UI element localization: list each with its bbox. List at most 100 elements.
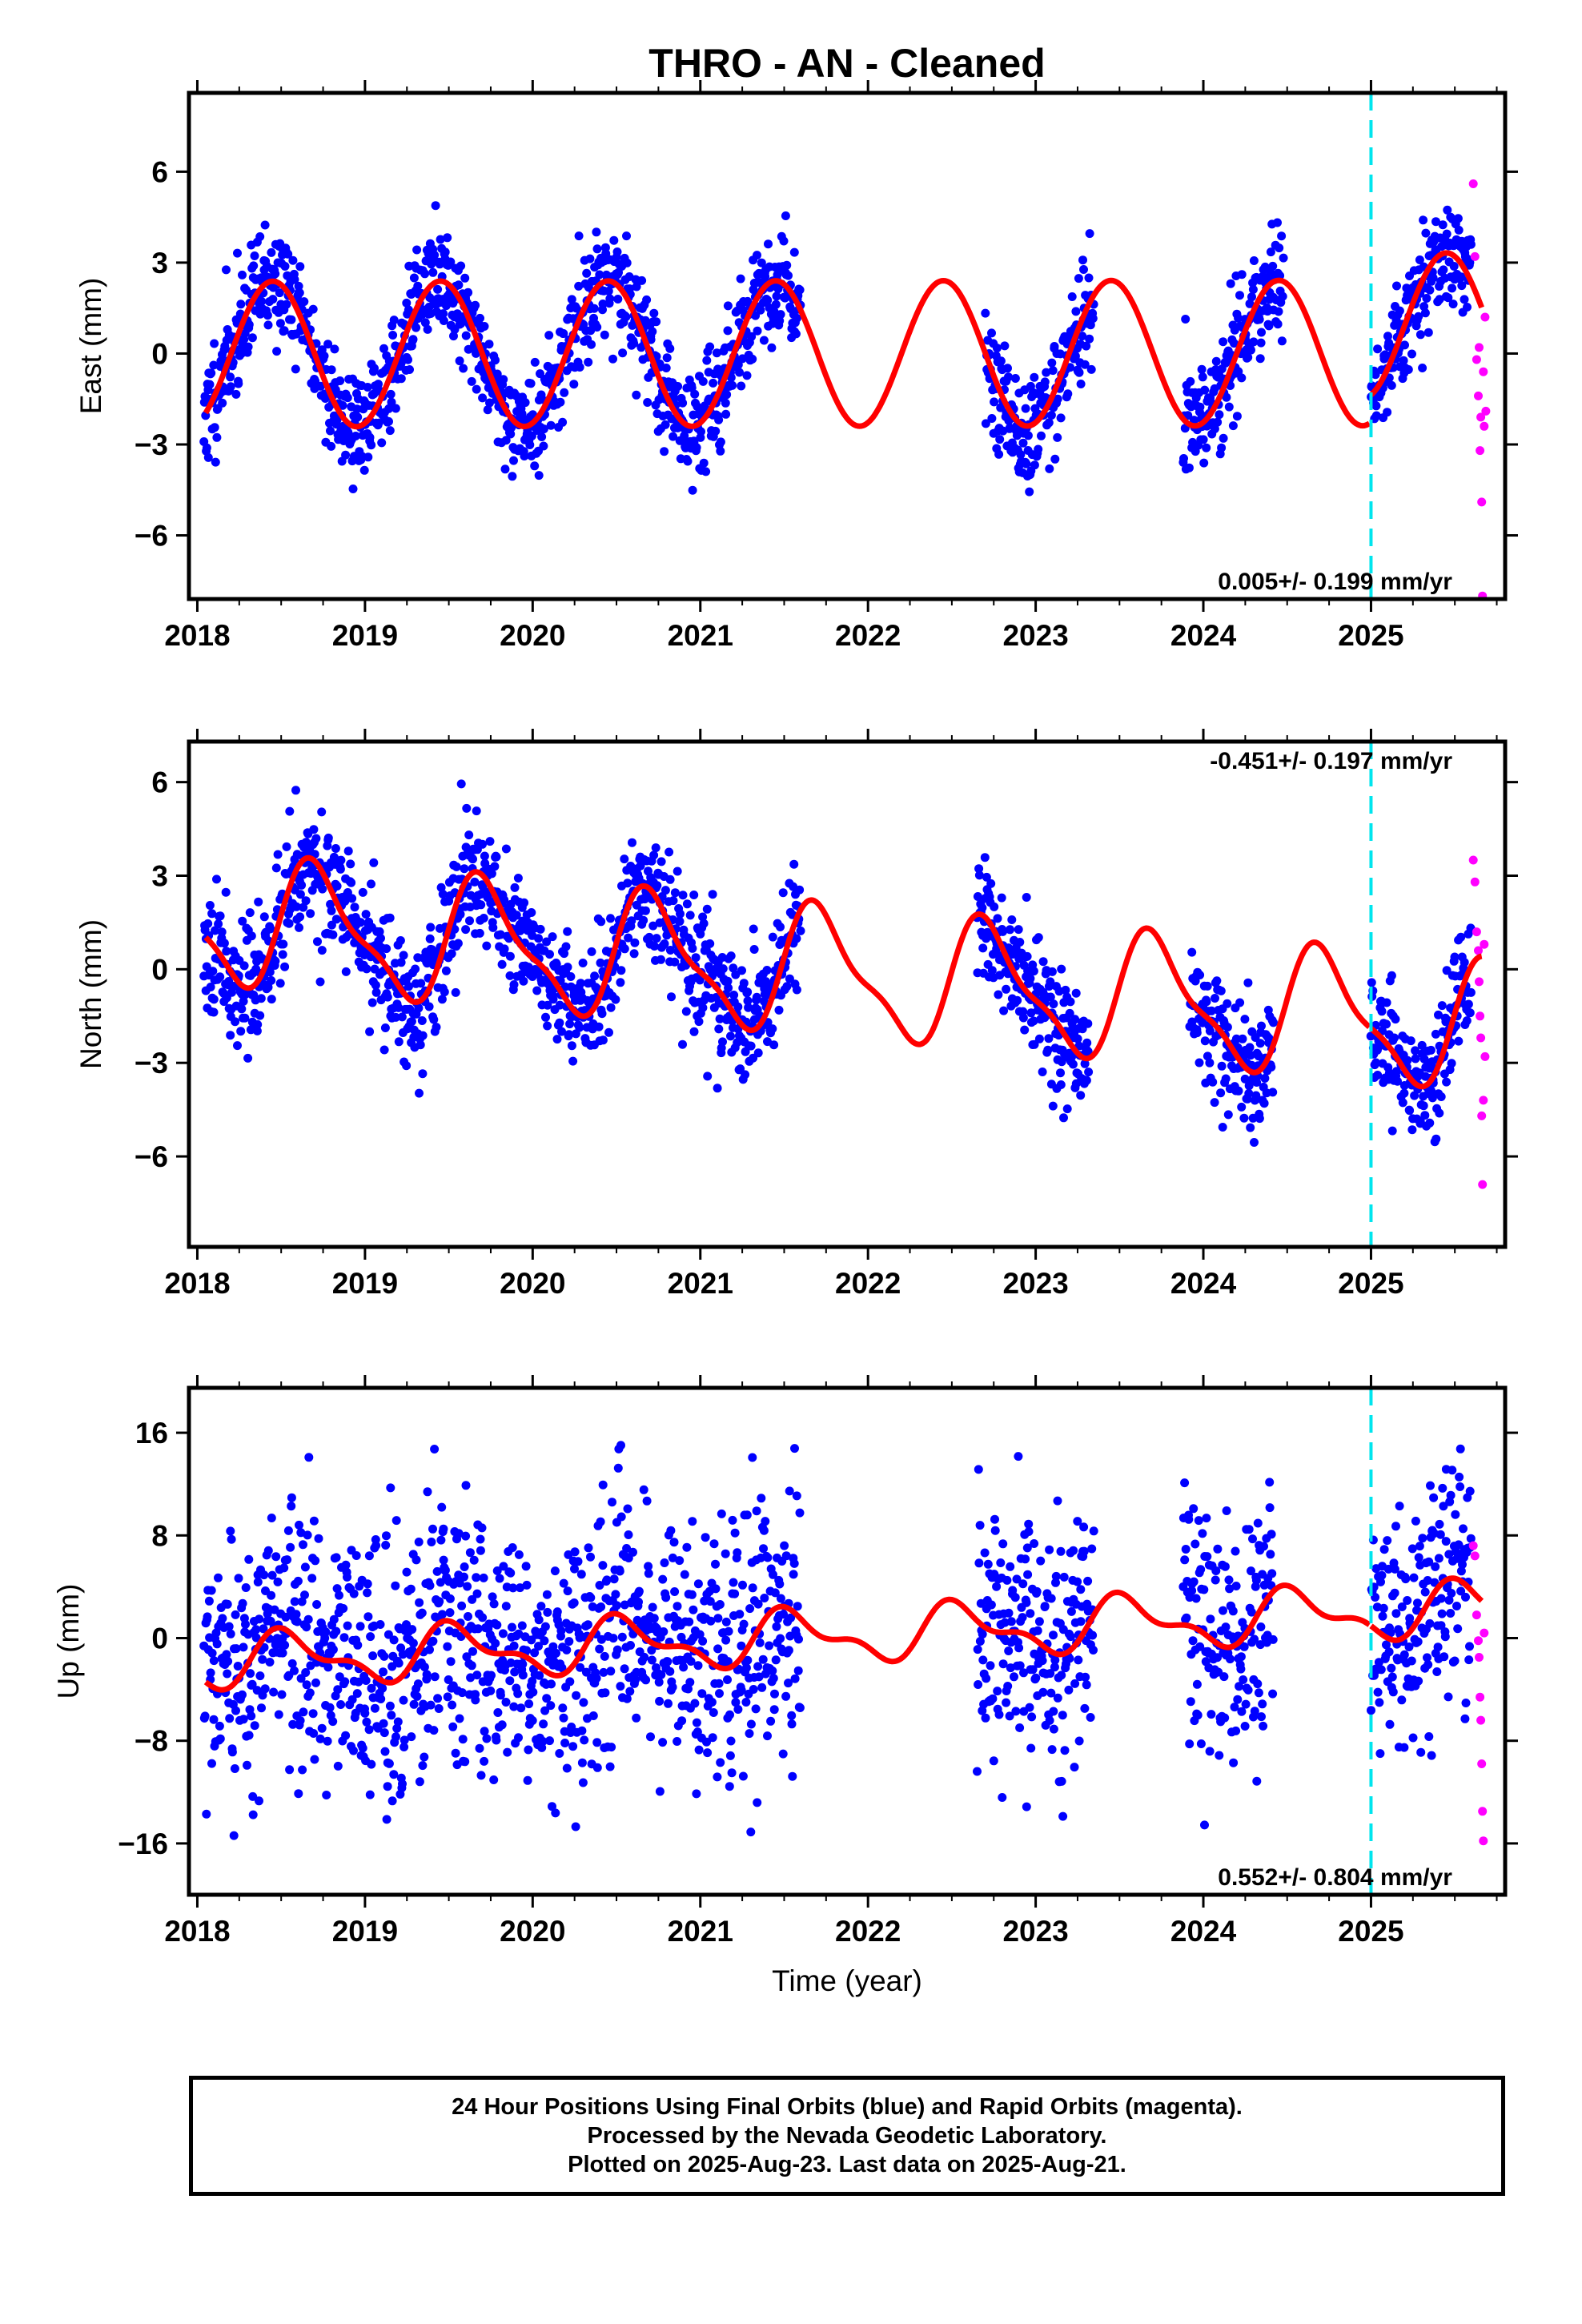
final-orbit-point <box>355 1622 365 1631</box>
final-orbit-point <box>472 806 481 816</box>
final-orbit-point <box>592 227 601 237</box>
final-orbit-point <box>1411 1516 1420 1526</box>
final-orbit-point <box>1217 443 1227 452</box>
final-orbit-point <box>280 962 290 971</box>
final-orbit-point <box>548 995 558 1004</box>
final-orbit-point <box>693 1661 703 1671</box>
final-orbit-point <box>1049 999 1058 1009</box>
final-orbit-point <box>367 998 377 1007</box>
final-orbit-point <box>528 1687 538 1697</box>
final-orbit-point <box>500 464 510 474</box>
final-orbit-point <box>206 1668 215 1678</box>
final-orbit-point <box>620 1664 629 1674</box>
final-orbit-point <box>1026 1743 1036 1753</box>
final-orbit-point <box>1082 1680 1091 1690</box>
final-orbit-point <box>1079 1522 1089 1532</box>
final-orbit-point <box>331 1626 341 1636</box>
final-orbit-point <box>394 1037 404 1047</box>
final-orbit-point <box>1454 1036 1464 1046</box>
final-orbit-point <box>746 1041 756 1051</box>
final-orbit-point <box>787 1711 797 1720</box>
final-orbit-point <box>1428 273 1438 283</box>
final-orbit-point <box>793 1666 803 1675</box>
final-orbit-point <box>331 1553 341 1562</box>
final-orbit-point <box>215 911 225 921</box>
final-orbit-point <box>1084 273 1094 283</box>
final-orbit-point <box>616 1441 625 1450</box>
final-orbit-point <box>1006 1617 1016 1626</box>
final-orbit-point <box>353 1640 363 1650</box>
final-orbit-point <box>323 833 333 842</box>
final-orbit-point <box>467 1661 476 1671</box>
final-orbit-point <box>209 1656 219 1666</box>
final-orbit-point <box>368 1651 378 1661</box>
final-orbit-point <box>1456 272 1466 282</box>
final-orbit-point <box>609 1574 619 1584</box>
final-orbit-point <box>516 1583 524 1593</box>
final-orbit-point <box>1053 394 1062 404</box>
final-orbit-point <box>377 438 387 448</box>
final-orbit-point <box>575 363 584 372</box>
final-orbit-point <box>254 897 263 907</box>
final-orbit-point <box>996 403 1006 412</box>
final-orbit-point <box>1260 1074 1270 1083</box>
final-orbit-point <box>382 1531 391 1541</box>
final-orbit-point <box>396 958 406 967</box>
final-orbit-point <box>418 1031 428 1040</box>
final-orbit-point <box>1050 1663 1059 1672</box>
final-orbit-point <box>556 1626 566 1635</box>
final-orbit-point <box>236 300 246 309</box>
final-orbit-point <box>643 398 652 407</box>
final-orbit-point <box>414 1538 424 1546</box>
final-orbit-point <box>1376 1577 1385 1586</box>
final-orbit-point <box>632 1713 641 1723</box>
final-orbit-point <box>595 1644 604 1654</box>
final-orbit-point <box>785 1486 794 1496</box>
final-orbit-point <box>1391 1522 1400 1531</box>
final-orbit-point <box>1231 1726 1241 1735</box>
final-orbit-point <box>1089 1646 1098 1655</box>
final-orbit-point <box>1070 1015 1080 1024</box>
final-orbit-point <box>299 1540 307 1550</box>
final-orbit-point <box>726 951 736 961</box>
final-orbit-point <box>1085 334 1094 344</box>
final-orbit-point <box>1206 1614 1215 1624</box>
model-fit-line <box>203 277 1371 430</box>
final-orbit-point <box>1051 1578 1060 1587</box>
final-orbit-point <box>755 1638 765 1647</box>
final-orbit-point <box>1234 1086 1243 1096</box>
final-orbit-point <box>1021 1554 1030 1564</box>
final-orbit-point <box>613 1463 623 1473</box>
final-orbit-point <box>622 1694 632 1703</box>
final-orbit-point <box>754 1672 764 1682</box>
final-orbit-point <box>975 1521 985 1530</box>
final-orbit-point <box>978 903 987 912</box>
final-orbit-point <box>1211 356 1221 366</box>
final-orbit-point <box>736 274 745 283</box>
final-orbit-point <box>1268 261 1278 271</box>
final-orbit-point <box>1193 1711 1203 1720</box>
final-orbit-point <box>974 1680 983 1689</box>
final-orbit-point <box>557 1663 567 1673</box>
final-orbit-point <box>665 847 674 857</box>
final-orbit-point <box>663 1657 673 1667</box>
final-orbit-point <box>790 1674 800 1683</box>
final-orbit-point <box>1074 1736 1084 1746</box>
final-orbit-point <box>1431 217 1440 227</box>
final-orbit-point <box>1084 1068 1094 1077</box>
final-orbit-point <box>1070 1763 1079 1772</box>
final-orbit-point <box>1066 997 1075 1007</box>
final-orbit-point <box>433 1694 443 1703</box>
final-orbit-point <box>689 1605 698 1614</box>
final-orbit-point <box>763 1731 772 1741</box>
final-orbit-point <box>623 879 632 888</box>
final-orbit-point <box>1048 1101 1058 1111</box>
final-orbit-point <box>1435 1108 1444 1118</box>
final-orbit-point <box>366 1632 375 1642</box>
final-orbit-point <box>1050 1655 1060 1665</box>
final-orbit-point <box>247 333 257 343</box>
final-orbit-point <box>404 355 412 364</box>
final-orbit-point <box>527 908 536 917</box>
final-orbit-point <box>644 1562 653 1571</box>
rapid-orbit-point <box>1472 355 1481 364</box>
